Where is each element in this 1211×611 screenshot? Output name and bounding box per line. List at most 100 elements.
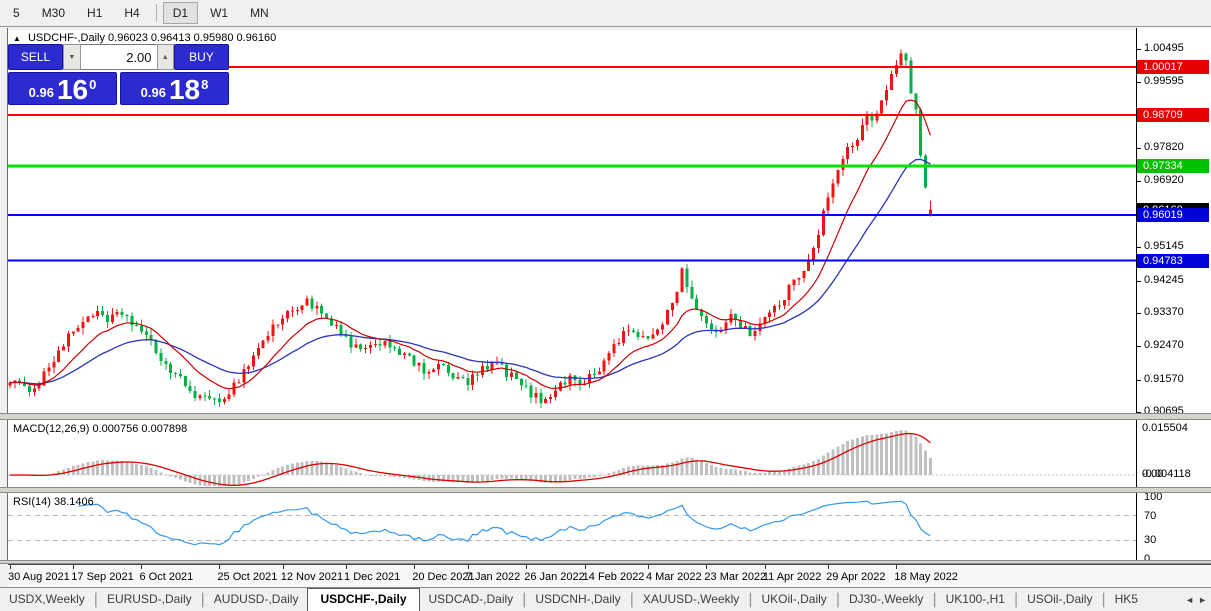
rsi-axis-label: 100 (1144, 491, 1163, 503)
tab-scroll-right-icon[interactable]: ► (1198, 594, 1207, 605)
timeframe-mn[interactable]: MN (250, 6, 269, 20)
bear-candle (685, 268, 689, 288)
timeframe-d1[interactable]: D1 (162, 2, 199, 24)
macd-histogram-bar (700, 460, 704, 475)
bull-candle (456, 377, 460, 379)
macd-histogram-bar (432, 475, 436, 482)
bull-candle (622, 331, 626, 344)
timeframe-h4[interactable]: H4 (124, 6, 140, 20)
tab-dj30-weekly[interactable]: DJ30-,Weekly (848, 592, 924, 606)
bull-candle (91, 315, 95, 317)
macd-panel-canvas[interactable] (8, 420, 1136, 487)
bull-candle (52, 362, 56, 368)
macd-histogram-bar (490, 475, 494, 480)
volume-decrease-button[interactable]: ▼ (63, 44, 81, 70)
date-axis-tick (414, 565, 416, 569)
bear-candle (592, 374, 596, 376)
bear-candle (690, 287, 694, 299)
buy-button[interactable]: BUY (173, 44, 229, 70)
bull-candle (480, 365, 484, 376)
bull-candle (13, 380, 17, 383)
timeframe-w1[interactable]: W1 (210, 6, 229, 20)
macd-histogram-bar (96, 460, 100, 475)
tab-usdchf-daily[interactable]: USDCHF-,Daily (307, 588, 420, 611)
tab-eurusd-daily[interactable]: EURUSD-,Daily (106, 592, 192, 606)
buy-price-display[interactable]: 0.96 18 8 (120, 72, 229, 105)
bull-candle (680, 268, 684, 292)
price-axis-tick (1137, 280, 1141, 282)
bear-candle (700, 309, 704, 317)
price-axis-tick (1137, 49, 1141, 51)
rsi-indicator-label: RSI(14) 38.1406 (13, 496, 94, 508)
tab-usoil-daily[interactable]: USOil-,Daily (1027, 592, 1093, 606)
bull-candle (222, 399, 226, 402)
tab-usdcad-daily[interactable]: USDCAD-,Daily (428, 592, 514, 606)
macd-histogram-bar (315, 460, 319, 475)
bull-candle (96, 310, 100, 316)
macd-histogram-bar (183, 475, 187, 482)
bull-candle (256, 348, 260, 356)
rsi-panel-canvas[interactable] (8, 493, 1136, 560)
date-axis-label: 7 Jan 2022 (465, 571, 521, 583)
chart-window: ▲ USDCHF-,Daily 0.96023 0.96413 0.95980 … (0, 28, 1211, 587)
bull-candle (47, 367, 51, 372)
macd-histogram-bar (597, 475, 601, 477)
bull-candle (802, 271, 806, 278)
macd-histogram-bar (821, 455, 825, 475)
tab-xauusd-weekly[interactable]: XAUUSD-,Weekly (642, 592, 740, 606)
tab-hk5[interactable]: HK5 (1114, 592, 1138, 606)
macd-histogram-bar (91, 461, 95, 475)
macd-histogram-bar (739, 470, 742, 475)
bull-candle (66, 333, 70, 347)
tab-usdx-weekly[interactable]: USDX,Weekly (9, 592, 85, 606)
panel-splitter[interactable] (0, 560, 1211, 564)
timeframe-m30[interactable]: M30 (41, 6, 66, 20)
tab-ukoil-daily[interactable]: UKOil-,Daily (761, 592, 827, 606)
sell-price-display[interactable]: 0.96 16 0 (8, 72, 117, 105)
date-axis-tick (10, 565, 11, 569)
bull-candle (86, 316, 90, 323)
bull-candle (607, 353, 611, 361)
panel-splitter[interactable] (0, 487, 1211, 493)
sell-button[interactable]: SELL (8, 44, 64, 70)
bear-candle (514, 372, 518, 380)
tab-scroll-left-icon[interactable]: ◄ (1185, 594, 1195, 605)
macd-histogram-bar (174, 475, 178, 479)
macd-histogram-bar (227, 475, 231, 486)
tab-separator: | (1101, 591, 1106, 608)
tab-separator: | (200, 591, 205, 608)
bull-candle (661, 324, 665, 330)
bear-candle (159, 352, 163, 361)
bull-candle (836, 170, 840, 184)
bull-candle (831, 183, 835, 198)
tab-audusd-daily[interactable]: AUDUSD-,Daily (213, 592, 299, 606)
volume-increase-button[interactable]: ▲ (156, 44, 174, 70)
bear-candle (320, 306, 324, 314)
macd-histogram-bar (164, 474, 168, 476)
tab-separator: | (93, 591, 98, 608)
price-axis-tick (1137, 379, 1141, 381)
fast-ma-line (9, 99, 931, 390)
macd-histogram-bar (310, 460, 314, 475)
timeframe-h1[interactable]: H1 (87, 6, 103, 20)
bull-candle (758, 323, 762, 332)
date-axis-label: 23 Mar 2022 (704, 571, 767, 583)
volume-input[interactable] (80, 44, 157, 70)
bull-candle (544, 398, 548, 404)
macd-histogram-bar (368, 474, 372, 476)
price-axis-badge: 0.97334 (1137, 159, 1209, 174)
tab-uk100-h1[interactable]: UK100-,H1 (945, 592, 1005, 606)
chart-title: ▲ USDCHF-,Daily 0.96023 0.96413 0.95980 … (13, 32, 276, 44)
bull-candle (851, 145, 855, 147)
sell-price-big-digits: 16 (56, 74, 89, 105)
bull-candle (612, 344, 616, 354)
bull-candle (115, 311, 119, 315)
collapse-arrow-icon[interactable]: ▲ (13, 34, 21, 43)
panel-splitter[interactable] (0, 413, 1211, 420)
timeframe-5[interactable]: 5 (13, 6, 20, 20)
bear-candle (466, 378, 470, 385)
tab-usdcnh-daily[interactable]: USDCNH-,Daily (535, 592, 621, 606)
macd-histogram-bar (622, 468, 626, 475)
macd-histogram-bar (928, 458, 932, 475)
